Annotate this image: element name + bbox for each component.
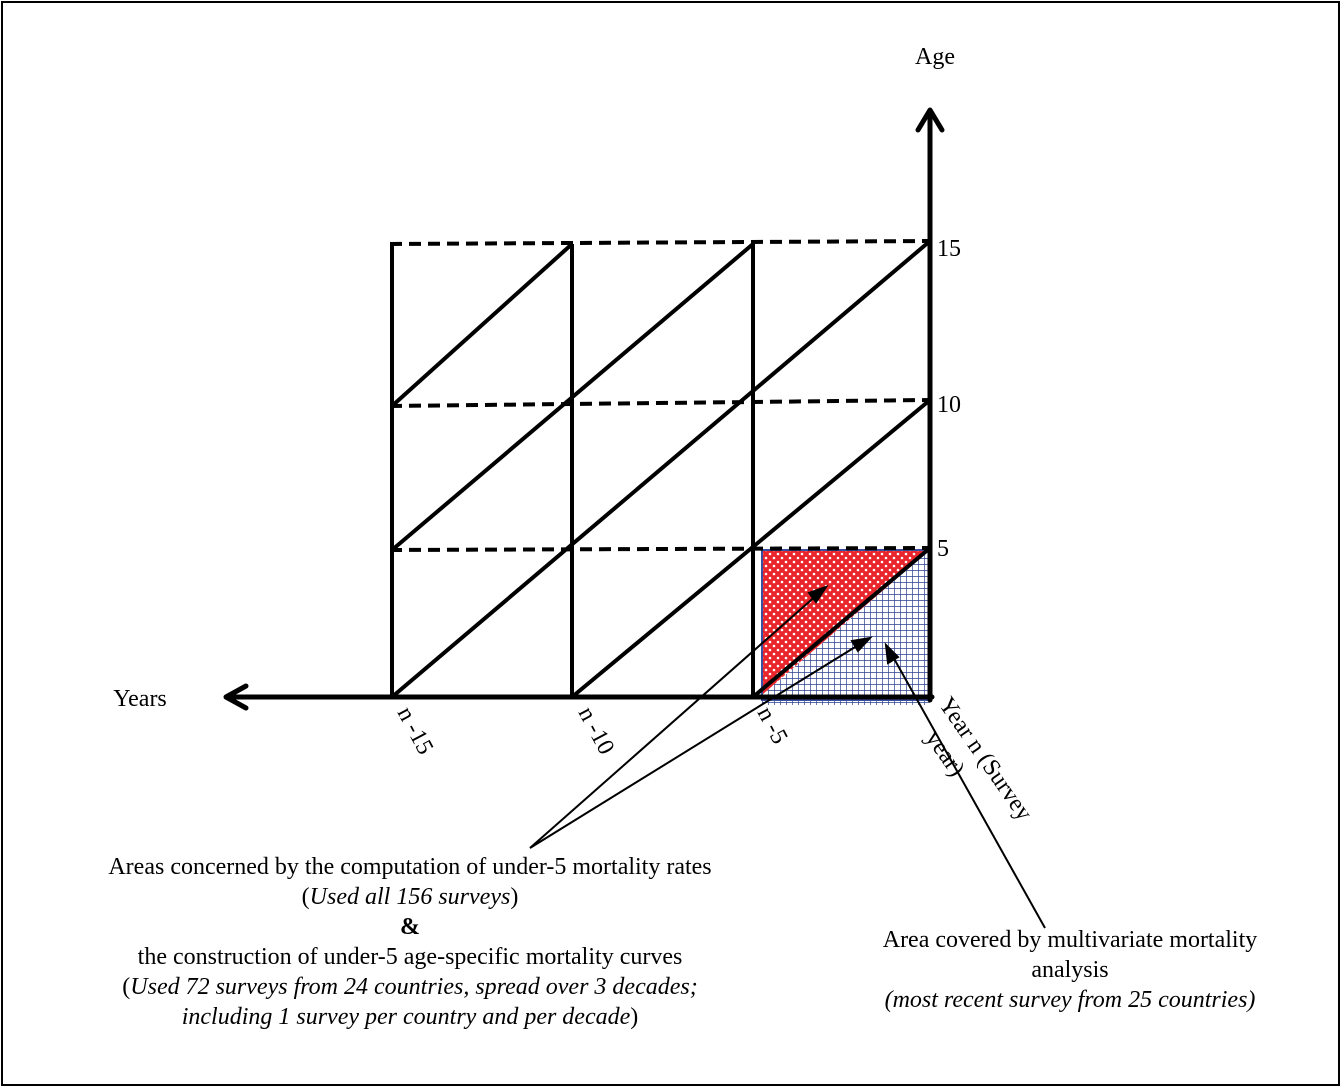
age-15-line xyxy=(389,239,931,246)
survey-year-label: Year n (Survey year) xyxy=(909,693,1041,848)
y-axis-arrowhead xyxy=(915,107,945,133)
pointer-head xyxy=(884,642,900,665)
age-5-line xyxy=(389,546,931,552)
x-tick-n10: n -10 xyxy=(573,703,619,759)
cohort-diagonal xyxy=(390,242,574,408)
x-tick-n15: n -15 xyxy=(392,703,438,759)
y-tick-15: 15 xyxy=(937,236,961,262)
x-axis-arrowhead xyxy=(223,683,249,711)
right-annotation: Area covered by multivariate mortality a… xyxy=(810,925,1330,1015)
right-annotation-line3: (most recent survey from 25 countries) xyxy=(884,987,1256,1013)
left-annotation-line5: including 1 survey per country and per d… xyxy=(181,1004,639,1030)
y-axis-label: Age xyxy=(915,44,955,70)
pointer-head xyxy=(807,585,829,604)
left-annotation-line2: (Used all 156 surveys) xyxy=(301,884,519,910)
y-tick-10: 10 xyxy=(937,392,961,418)
cohort-diagonal xyxy=(390,242,755,552)
left-annotation-line4: (Used 72 surveys from 24 countries, spre… xyxy=(122,974,698,1000)
right-annotation-line2: analysis xyxy=(1031,957,1109,983)
cohort-diagonal xyxy=(570,398,932,699)
pointer-line xyxy=(891,654,1046,929)
y-tick-5: 5 xyxy=(937,536,949,562)
x-axis-label: Years xyxy=(113,686,167,712)
x-tick-n5: n -5 xyxy=(752,703,793,749)
age-10-line xyxy=(389,398,931,408)
left-annotation-line3: the construction of under-5 age-specific… xyxy=(137,944,683,970)
pointer-line xyxy=(529,593,819,849)
cohort-diagonal xyxy=(751,546,932,699)
right-annotation-line1: Area covered by multivariate mortality xyxy=(882,927,1258,953)
under5-lower-triangle xyxy=(762,550,930,705)
left-annotation: Areas concerned by the computation of un… xyxy=(20,852,800,1032)
ampersand: & xyxy=(400,914,420,940)
left-annotation-line1: Areas concerned by the computation of un… xyxy=(108,854,712,880)
pointer-line xyxy=(529,643,861,849)
cohort-diagonal xyxy=(390,239,932,699)
pointer-head xyxy=(850,636,873,653)
